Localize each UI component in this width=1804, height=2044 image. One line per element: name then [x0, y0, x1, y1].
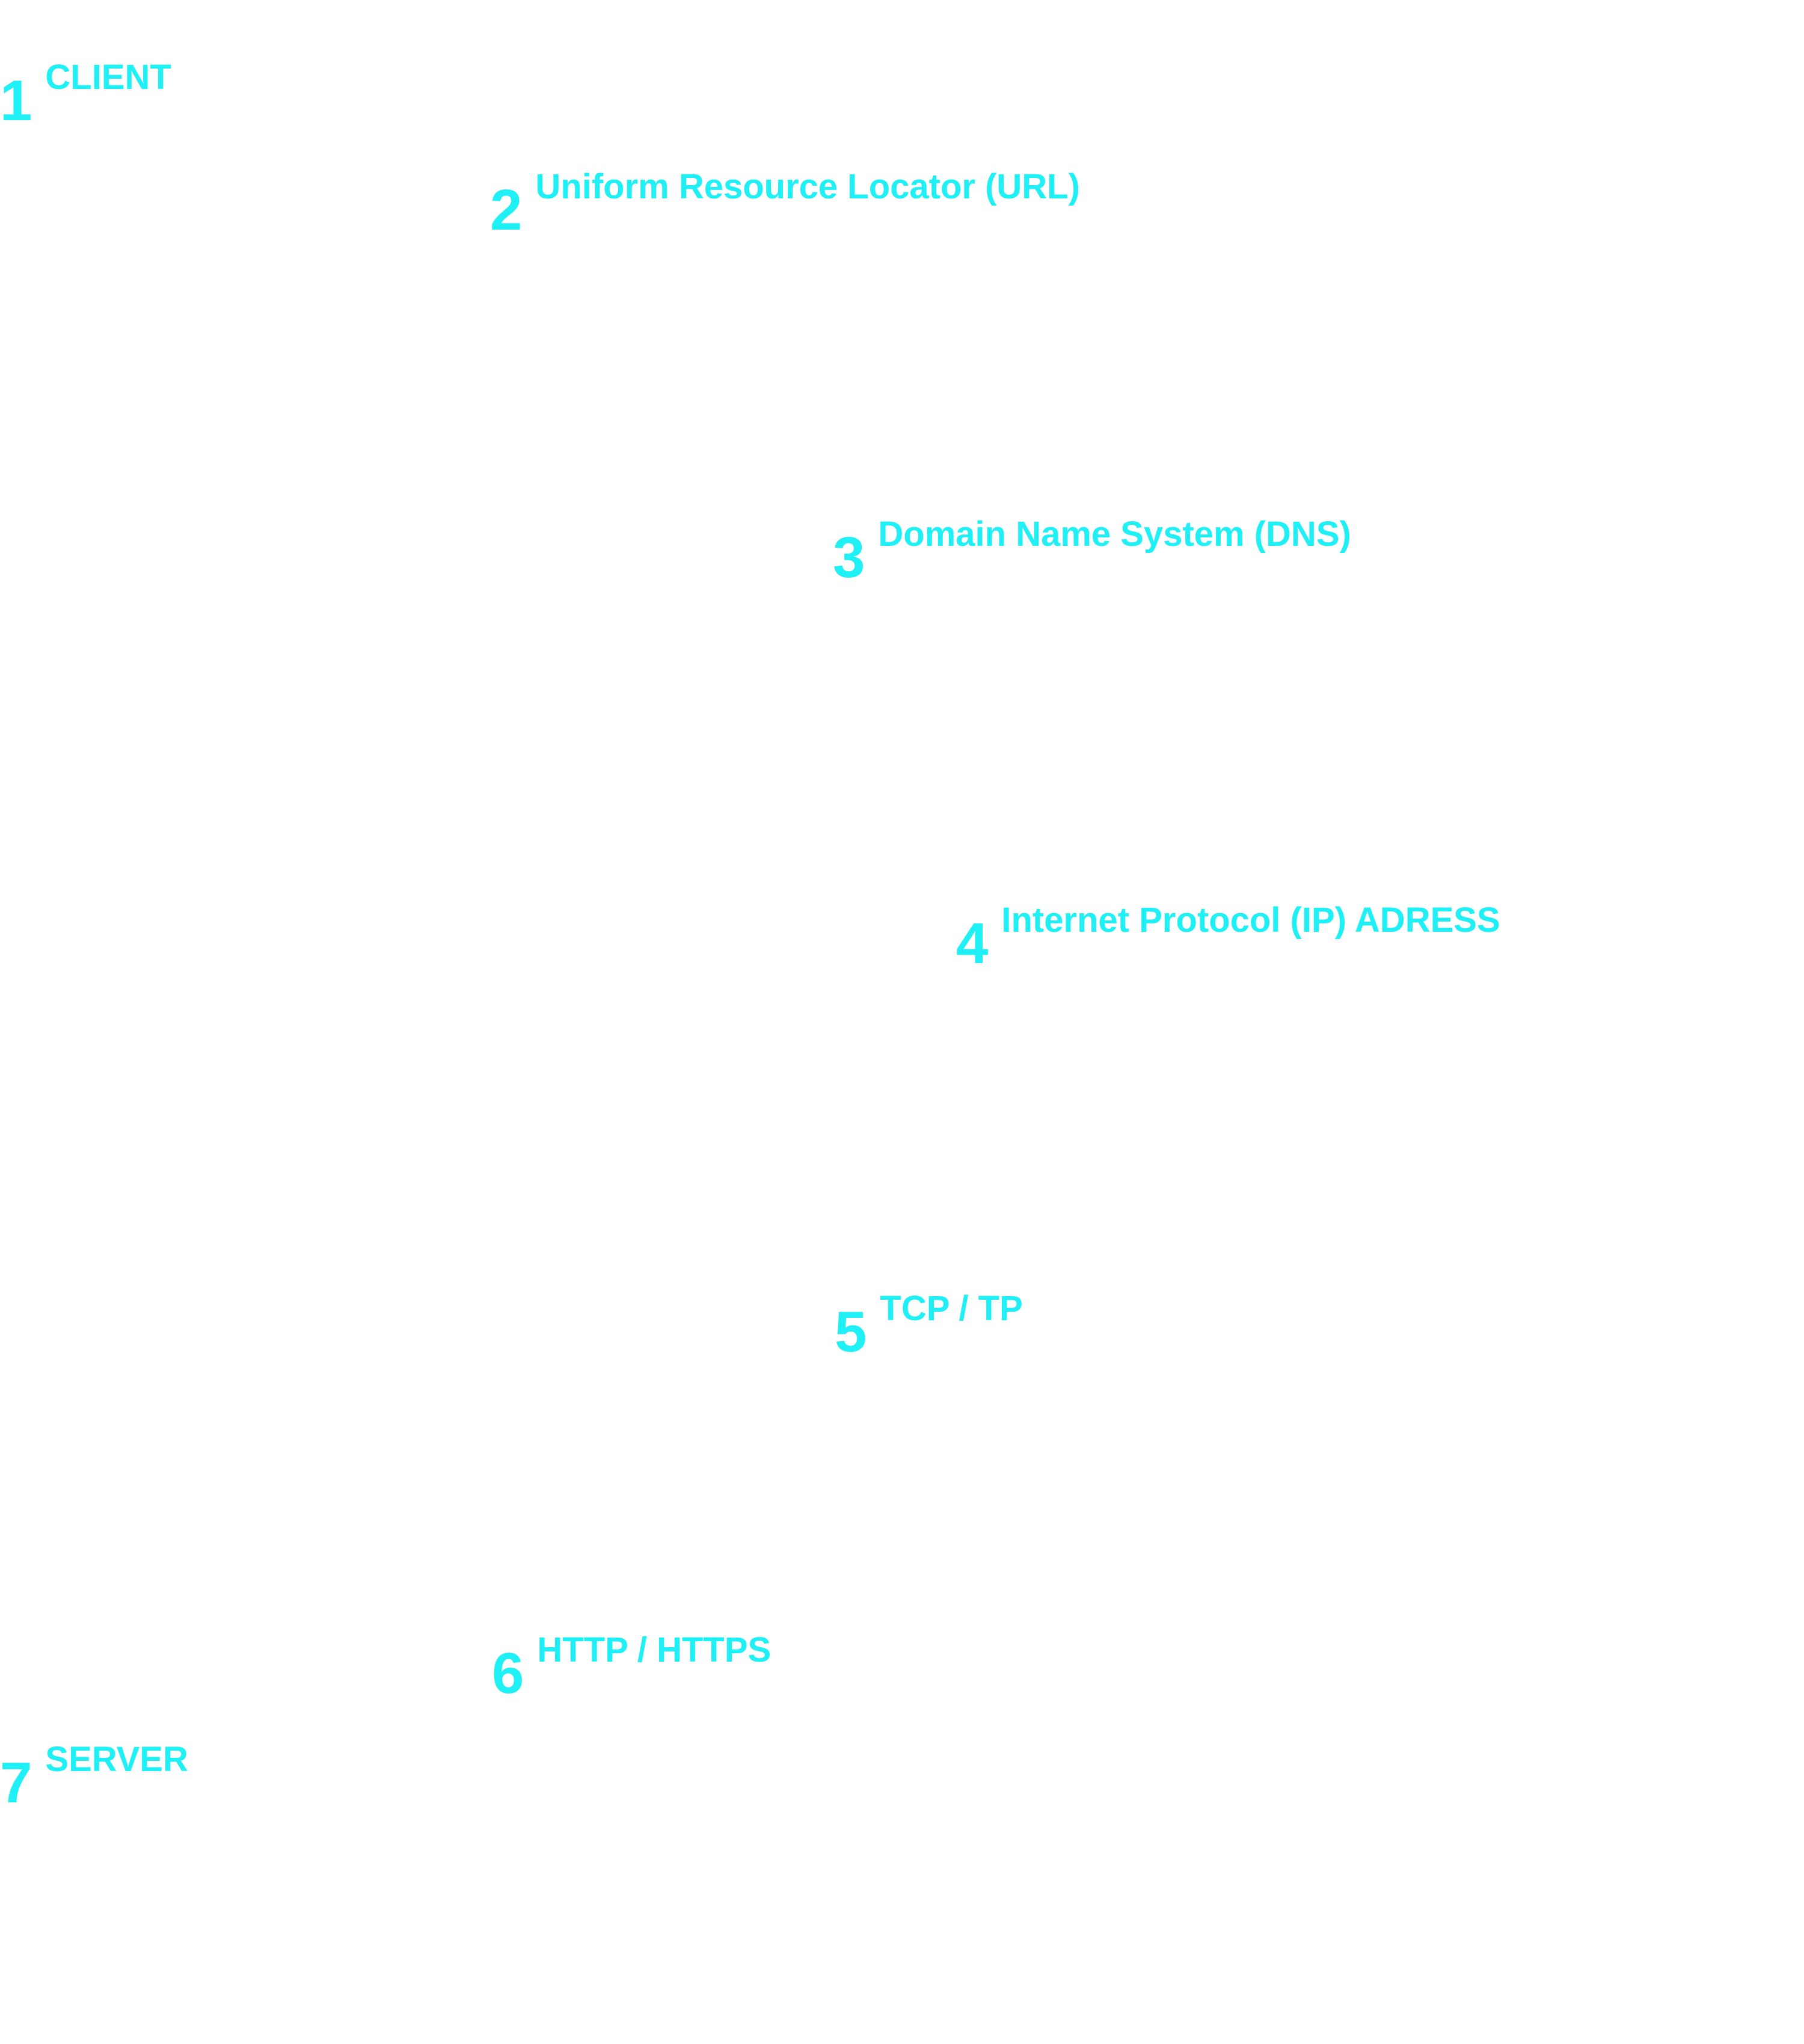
step-label: Uniform Resource Locator (URL): [535, 167, 1080, 206]
step-label: SERVER: [45, 1740, 188, 1779]
step-number: 5: [835, 1300, 867, 1364]
step-label: CLIENT: [45, 58, 171, 97]
step-6-http: 6 HTTP / HTTPS: [492, 1633, 771, 1703]
step-number: 7: [0, 1751, 32, 1815]
step-1-client: 1 CLIENT: [0, 60, 171, 130]
step-number: 2: [490, 178, 523, 242]
step-label: TCP / TP: [880, 1289, 1023, 1328]
step-4-ip-address: 4 Internet Protocol (IP) ADRESS: [956, 903, 1500, 973]
step-number: 4: [956, 911, 989, 976]
step-number: 6: [492, 1641, 524, 1706]
step-label: Domain Name System (DNS): [878, 515, 1351, 554]
step-number: 3: [833, 525, 865, 590]
step-label: Internet Protocol (IP) ADRESS: [1001, 901, 1500, 940]
step-label: HTTP / HTTPS: [537, 1630, 772, 1669]
step-2-url: 2 Uniform Resource Locator (URL): [490, 170, 1080, 239]
step-number: 1: [0, 69, 32, 133]
step-7-server: 7 SERVER: [0, 1742, 188, 1812]
step-5-tcp: 5 TCP / TP: [835, 1291, 1023, 1361]
step-3-dns: 3 Domain Name System (DNS): [833, 517, 1351, 587]
